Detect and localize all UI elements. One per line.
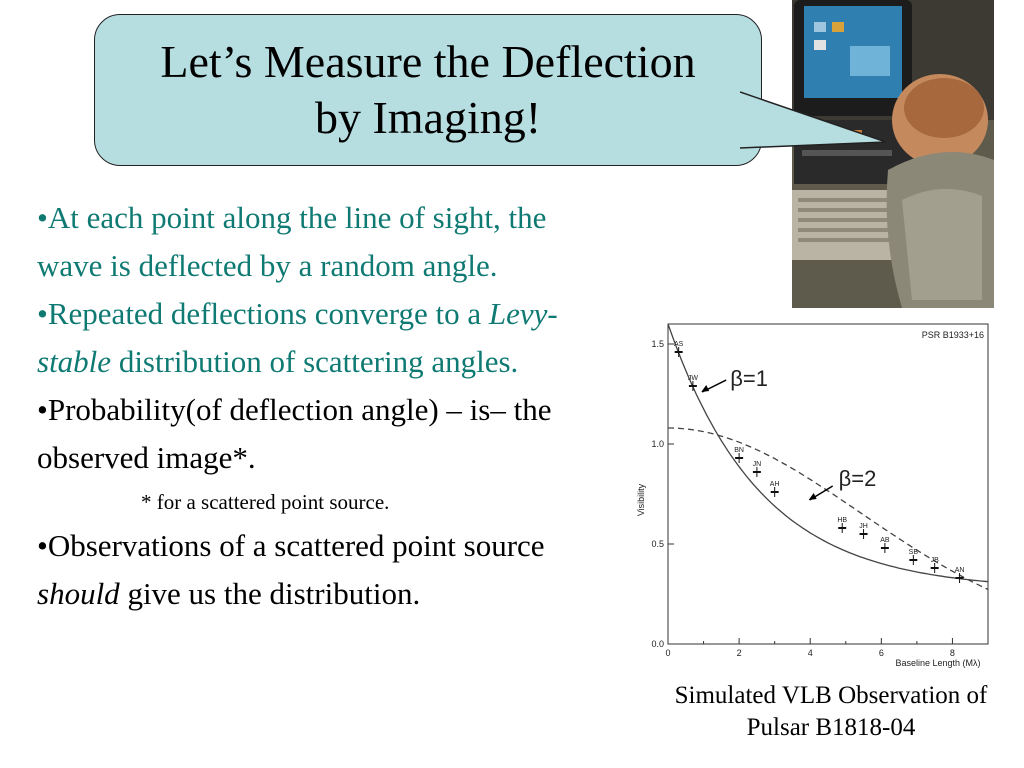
beta2-label: β=2 [839, 466, 877, 491]
bullet-item-4: •Observations of a scattered point sourc… [37, 522, 597, 618]
caption-line-1: Simulated VLB Observation of [674, 682, 988, 709]
data-point-label: JB [931, 557, 940, 564]
data-point-label: AN [955, 567, 965, 574]
child-at-computer-photo [792, 0, 994, 308]
plot-title: PSR B1933+16 [922, 330, 984, 340]
x-tick-label: 6 [879, 648, 884, 658]
y-tick-label: 1.5 [651, 339, 664, 349]
x-tick-label: 8 [950, 648, 955, 658]
title-line-2: by Imaging! [314, 92, 542, 143]
bullet-text: give us the distribution. [119, 576, 421, 611]
data-point-label: AB [880, 537, 890, 544]
x-tick-label: 4 [808, 648, 813, 658]
bullet-marker: • [37, 296, 48, 331]
bullet-text: Probability(of deflection angle) – is– t… [37, 392, 552, 475]
plot-caption: Simulated VLB Observation of Pulsar B181… [636, 680, 1024, 744]
bullet-list: •At each point along the line of sight, … [37, 194, 597, 618]
beta1-label: β=1 [730, 366, 768, 391]
x-axis-label: Baseline Length (Mλ) [895, 658, 980, 668]
bullet-italic-text: Levy-stable [37, 296, 558, 379]
title-line-1: Let’s Measure the Deflection [160, 36, 696, 87]
bullet-marker: • [37, 392, 48, 427]
series-line-beta2 [668, 427, 989, 591]
y-tick-label: 1.0 [651, 439, 664, 449]
x-tick-label: 0 [665, 648, 670, 658]
data-point-label: JH [859, 523, 868, 530]
beta1-arrowhead [701, 385, 710, 392]
slide-title: Let’s Measure the Deflection by Imaging! [160, 34, 695, 146]
speech-bubble: Let’s Measure the Deflection by Imaging! [94, 14, 762, 166]
data-point-label: SB [909, 549, 919, 556]
bullet-text: Repeated deflections converge to a [47, 296, 489, 331]
visibility-plot-svg: 0 2 4 6 8 0.0 0.5 1.0 1.5 Baseline Length (Mλ) Vis… [636, 323, 989, 668]
data-point-label: BN [734, 447, 744, 454]
bullet-item-2: •Repeated deflections converge to a Levy… [37, 290, 597, 386]
data-point-label: JW [688, 375, 699, 382]
bullet-text: distribution of scattering angles. [111, 344, 519, 379]
data-point-label: JN [753, 461, 762, 468]
beta2-arrowhead [808, 493, 817, 500]
footnote: * for a scattered point source. [141, 490, 390, 514]
data-point-label: HB [837, 517, 847, 524]
bullet-italic-text: should [37, 576, 120, 611]
plot-frame [667, 323, 989, 645]
y-tick-label: 0.5 [651, 539, 664, 549]
bullet-item-3: •Probability(of deflection angle) – is– … [37, 386, 597, 482]
speech-bubble-tail [740, 91, 887, 149]
visibility-plot: 0 2 4 6 8 0.0 0.5 1.0 1.5 Baseline Length (Mλ) Vis… [630, 320, 1012, 676]
series-line-beta1 [667, 323, 989, 583]
data-point-label: AH [770, 481, 780, 488]
bullet-item-1: •At each point along the line of sight, … [37, 194, 597, 290]
y-tick-label: 0.0 [651, 639, 664, 649]
caption-line-2: Pulsar B1818-04 [746, 714, 916, 741]
bullet-marker: • [37, 200, 48, 235]
x-tick-label: 2 [737, 648, 742, 658]
y-axis-label: Visibility [636, 483, 646, 516]
bullet-text: Observations of a scattered point source [47, 528, 545, 563]
bullet-marker: • [37, 528, 48, 563]
bullet-text: At each point along the line of sight, t… [37, 200, 547, 283]
data-point-label: AS [674, 341, 684, 348]
